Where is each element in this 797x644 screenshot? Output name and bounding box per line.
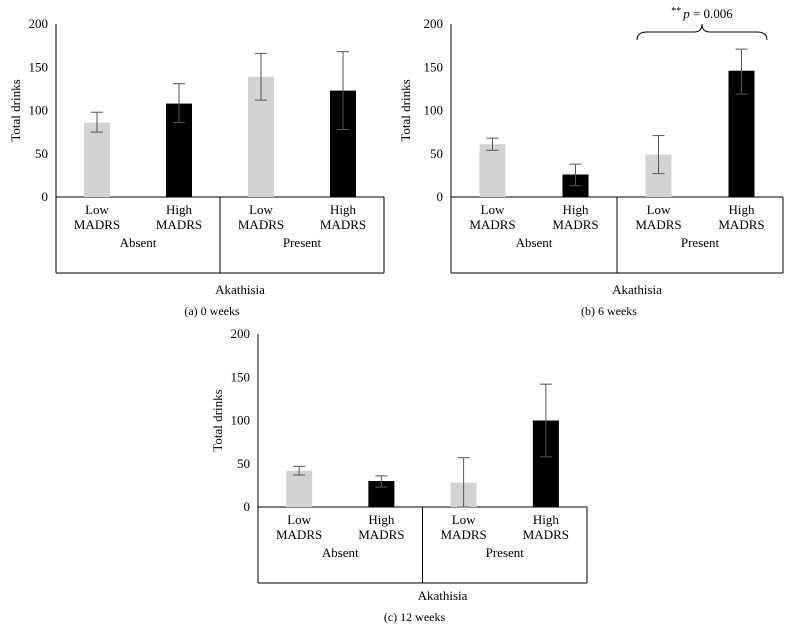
category-label-line1: Low xyxy=(452,512,476,527)
category-label-line2: MADRS xyxy=(320,217,366,232)
group-label-absent: Absent xyxy=(120,235,157,250)
y-tick-label: 0 xyxy=(437,189,444,204)
y-tick-label: 150 xyxy=(424,59,444,74)
category-label-line2: MADRS xyxy=(156,217,202,232)
significance-p-value: = 0.006 xyxy=(690,6,734,21)
category-label-line2: MADRS xyxy=(238,217,284,232)
y-tick-label: 100 xyxy=(424,103,444,118)
group-label-absent: Absent xyxy=(516,235,553,250)
category-label-line2: MADRS xyxy=(523,527,569,542)
y-tick-label: 200 xyxy=(231,326,251,341)
category-label-line1: Low xyxy=(287,512,311,527)
y-tick-label: 150 xyxy=(29,59,49,74)
category-label-line2: MADRS xyxy=(469,217,515,232)
y-tick-label: 50 xyxy=(35,146,48,161)
group-label-present: Present xyxy=(486,545,525,560)
y-tick-label: 100 xyxy=(231,413,251,428)
category-label-line1: High xyxy=(729,202,756,217)
group-label-present: Present xyxy=(283,235,322,250)
category-label-line1: Low xyxy=(249,202,273,217)
category-label-line2: MADRS xyxy=(552,217,598,232)
bar-1 xyxy=(286,470,313,507)
category-label-line1: Low xyxy=(85,202,109,217)
category-label-line1: Low xyxy=(647,202,671,217)
category-label-line2: MADRS xyxy=(718,217,764,232)
y-axis-title: Total drinks xyxy=(8,79,23,141)
y-tick-label: 200 xyxy=(29,16,49,31)
category-label-line1: High xyxy=(368,512,395,527)
category-label-line1: High xyxy=(563,202,590,217)
group-label-present: Present xyxy=(681,235,720,250)
panel-caption: (c) 12 weeks xyxy=(384,610,446,624)
significance-brace xyxy=(636,23,768,41)
category-label-line1: High xyxy=(330,202,357,217)
y-tick-label: 150 xyxy=(231,369,251,384)
significance-stars: ** xyxy=(671,6,681,17)
y-tick-label: 50 xyxy=(237,456,250,471)
x-axis-title: Akathisia xyxy=(215,282,265,297)
significance-p-symbol: p xyxy=(682,6,690,21)
panel-caption: (b) 6 weeks xyxy=(581,304,637,318)
bar-1 xyxy=(479,144,506,197)
x-axis-title: Akathisia xyxy=(612,282,662,297)
bar-1 xyxy=(84,122,110,197)
y-axis-title: Total drinks xyxy=(398,79,413,141)
y-tick-label: 100 xyxy=(29,103,49,118)
panel-caption: (a) 0 weeks xyxy=(184,304,240,318)
y-axis-title: Total drinks xyxy=(210,389,225,451)
y-tick-label: 50 xyxy=(430,146,443,161)
category-label-line2: MADRS xyxy=(74,217,120,232)
category-label-line2: MADRS xyxy=(358,527,404,542)
significance-annotation: ** p = 0.006 xyxy=(671,6,733,21)
y-tick-label: 200 xyxy=(424,16,444,31)
category-label-line2: MADRS xyxy=(276,527,322,542)
y-tick-label: 0 xyxy=(244,499,251,514)
x-axis-title: Akathisia xyxy=(418,588,468,603)
category-label-line1: High xyxy=(533,512,560,527)
category-label-line2: MADRS xyxy=(441,527,487,542)
category-label-line2: MADRS xyxy=(635,217,681,232)
category-label-line1: Low xyxy=(481,202,505,217)
category-label-line1: High xyxy=(166,202,193,217)
group-label-absent: Absent xyxy=(322,545,359,560)
y-tick-label: 0 xyxy=(42,189,49,204)
